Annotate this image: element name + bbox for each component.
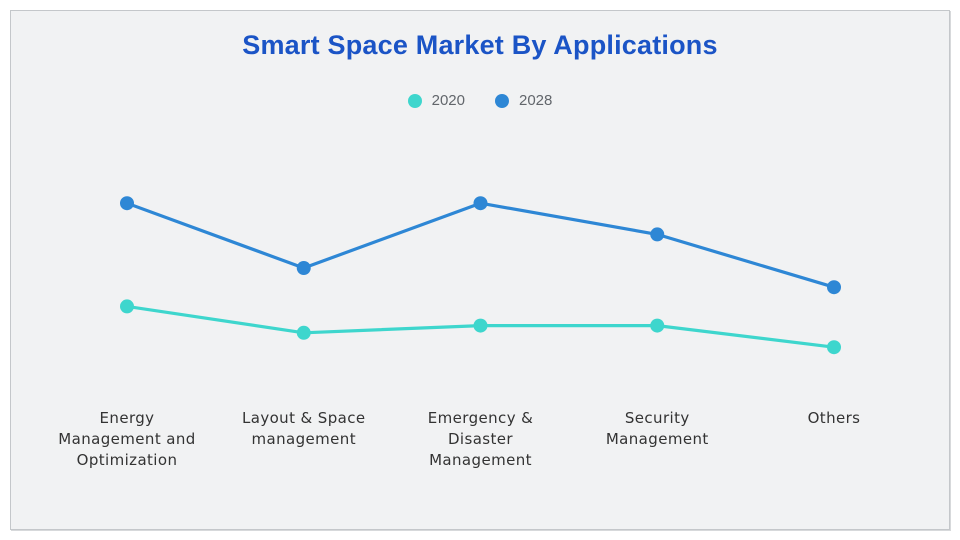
data-point-2028-3[interactable] bbox=[650, 227, 665, 242]
legend: 2020 2028 bbox=[0, 92, 960, 109]
series-line-2028 bbox=[125, 201, 836, 289]
data-point-2020-0[interactable] bbox=[120, 299, 134, 314]
data-point-2028-1[interactable] bbox=[296, 261, 311, 275]
chart-title: Smart Space Market By Applications bbox=[242, 30, 718, 60]
legend-label-2020: 2020 bbox=[431, 92, 465, 109]
data-point-2020-1[interactable] bbox=[296, 325, 311, 340]
data-point-2028-4[interactable] bbox=[827, 280, 841, 295]
data-point-2020-3[interactable] bbox=[650, 318, 665, 333]
legend-item-2028[interactable]: 2028 bbox=[495, 92, 552, 109]
data-point-2028-0[interactable] bbox=[120, 196, 134, 211]
data-point-2020-2[interactable] bbox=[473, 318, 488, 333]
legend-item-2020[interactable]: 2020 bbox=[407, 92, 465, 109]
data-point-2028-2[interactable] bbox=[473, 196, 488, 211]
legend-label-2028: 2028 bbox=[519, 92, 553, 109]
legend-dot-2020-icon bbox=[407, 93, 422, 108]
data-point-2020-4[interactable] bbox=[827, 340, 841, 355]
legend-dot-2028-icon bbox=[495, 93, 509, 108]
chart-panel bbox=[10, 10, 950, 530]
